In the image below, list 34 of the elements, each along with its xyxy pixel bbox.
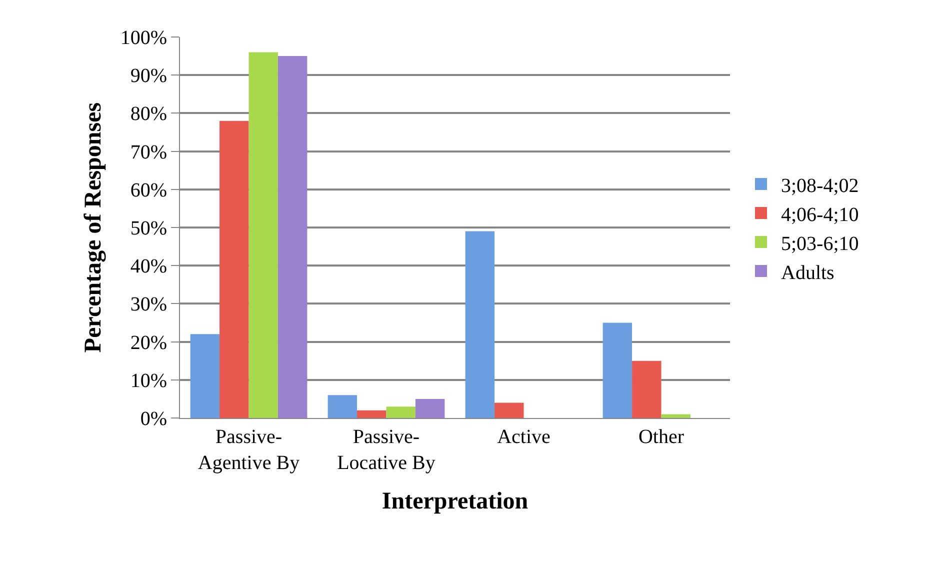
x-tick-label: Active xyxy=(497,426,551,448)
y-tick-label: 10% xyxy=(130,370,167,392)
y-axis-title: Percentage of Responses xyxy=(80,102,106,353)
bar xyxy=(415,398,445,418)
bar xyxy=(328,395,358,418)
bar xyxy=(386,406,416,418)
bar xyxy=(357,410,386,418)
y-tick-label: 90% xyxy=(130,65,167,88)
y-tick-label: 50% xyxy=(130,218,167,240)
legend-label: 5;03-6;10 xyxy=(781,232,859,255)
y-tick-label: 70% xyxy=(130,141,167,164)
x-axis-title: Interpretation xyxy=(382,488,528,514)
y-tick-label: 30% xyxy=(130,294,167,316)
legend-label: 4;06-4;10 xyxy=(781,204,859,226)
y-tick-label: 60% xyxy=(130,179,167,202)
x-tick-label: Passive- Locative By xyxy=(337,426,436,474)
bar xyxy=(494,402,524,418)
x-tick-label: Other xyxy=(638,426,684,448)
legend-label: 3;08-4;02 xyxy=(781,174,859,197)
bar xyxy=(190,334,220,418)
x-tick-label: Passive- Agentive By xyxy=(198,426,300,474)
y-tick-label: 80% xyxy=(130,103,167,126)
bar xyxy=(465,231,495,418)
y-tick-label: 0% xyxy=(140,408,167,430)
bar xyxy=(602,322,632,418)
bar xyxy=(661,414,690,418)
y-tick-label: 20% xyxy=(130,332,167,354)
bar xyxy=(278,56,308,418)
bar xyxy=(220,120,249,418)
y-tick-label: 40% xyxy=(130,256,167,278)
bar xyxy=(248,52,278,418)
y-tick-label: 100% xyxy=(120,27,167,49)
legend-label: Adults xyxy=(781,262,835,284)
bar xyxy=(632,360,662,418)
